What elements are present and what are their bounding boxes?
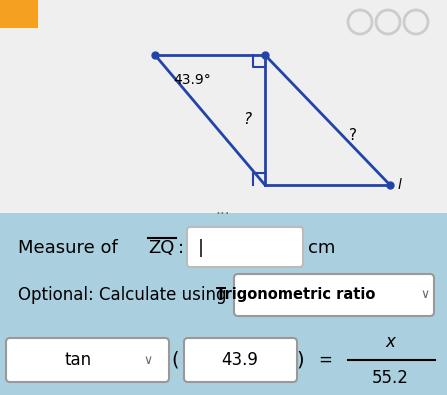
Text: ): ) xyxy=(296,350,304,369)
Text: cm: cm xyxy=(308,239,335,257)
Text: (: ( xyxy=(171,350,179,369)
Text: 43.9: 43.9 xyxy=(222,351,258,369)
Text: ...: ... xyxy=(216,203,230,218)
Text: Measure of: Measure of xyxy=(18,239,123,257)
Text: x: x xyxy=(385,333,395,351)
Text: 55.2: 55.2 xyxy=(371,369,409,387)
Text: ?: ? xyxy=(349,128,357,143)
Text: tan: tan xyxy=(64,351,92,369)
Text: Optional: Calculate using: Optional: Calculate using xyxy=(18,286,227,304)
FancyBboxPatch shape xyxy=(234,274,434,316)
FancyBboxPatch shape xyxy=(6,338,169,382)
Bar xyxy=(0,0,38,28)
Text: |: | xyxy=(198,239,204,257)
Text: Trigonometric ratio: Trigonometric ratio xyxy=(216,288,375,303)
Text: :: : xyxy=(178,239,184,257)
FancyBboxPatch shape xyxy=(187,227,303,267)
Text: ?: ? xyxy=(243,113,251,128)
Text: =: = xyxy=(318,351,332,369)
Text: l: l xyxy=(398,178,402,192)
FancyBboxPatch shape xyxy=(184,338,297,382)
Text: 43.9°: 43.9° xyxy=(173,73,211,87)
Text: ∨: ∨ xyxy=(143,354,152,367)
Text: ∨: ∨ xyxy=(421,288,430,301)
Text: ZQ: ZQ xyxy=(148,239,174,257)
